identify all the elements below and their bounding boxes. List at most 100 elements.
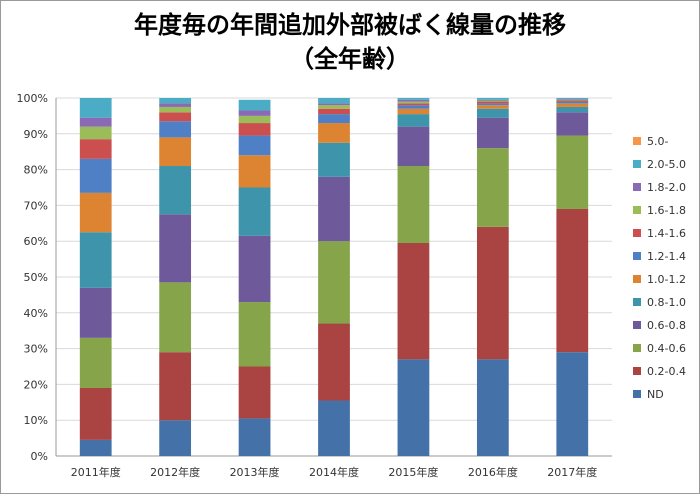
x-tick-label: 2011年度: [71, 465, 121, 479]
bar-segment: [318, 105, 350, 109]
legend-label: 1.2-1.4: [647, 250, 686, 263]
bar-segment: [476, 100, 509, 102]
bar-segment: [556, 208, 589, 353]
bar-segment: [476, 101, 509, 104]
bar-segment: [318, 114, 350, 124]
legend-swatch: [633, 183, 641, 191]
bar-segment: [79, 387, 112, 440]
bar-segment: [476, 148, 509, 227]
bar-segment: [397, 99, 430, 102]
bar-segment: [476, 226, 509, 360]
bar-segment: [79, 139, 112, 159]
legend-swatch: [633, 275, 641, 283]
bar-segment: [397, 359, 430, 456]
y-tick-label: 70%: [24, 199, 48, 212]
bar-segment: [318, 241, 350, 324]
bar-segment: [318, 323, 350, 401]
bar-segment: [79, 287, 112, 338]
bar-segment: [159, 121, 192, 138]
y-tick-label: 40%: [24, 307, 48, 320]
legend-label: 1.6-1.8: [647, 204, 686, 217]
bar-segment: [397, 108, 430, 115]
bar-segment: [476, 99, 509, 101]
bar-segment: [318, 176, 350, 242]
bar-segment: [556, 135, 589, 209]
bar-segment: [476, 98, 509, 100]
bar-segment: [397, 103, 430, 106]
bar-segment: [556, 101, 589, 104]
bar-segment: [159, 282, 192, 353]
bar-segment: [159, 106, 192, 113]
x-tick-label: 2013年度: [230, 465, 280, 479]
bar-segment: [318, 123, 350, 143]
legend-label: 1.4-1.6: [647, 227, 686, 240]
bar-segment: [159, 137, 192, 167]
bar-segment: [238, 110, 271, 116]
y-tick-label: 60%: [24, 235, 48, 248]
bar-segment: [397, 101, 430, 104]
x-tick-label: 2016年度: [468, 465, 518, 479]
bar-segment: [318, 103, 350, 106]
legend-swatch: [633, 160, 641, 168]
bar-segment: [397, 98, 430, 100]
bar-segment: [476, 105, 509, 109]
y-tick-label: 80%: [24, 164, 48, 177]
bar-segment: [159, 352, 192, 421]
bar-segment: [238, 187, 271, 236]
bar-segment: [556, 99, 589, 100]
bar-segment: [79, 158, 112, 193]
legend-label: 2.0-5.0: [647, 158, 686, 171]
bar-segment: [397, 126, 430, 167]
legend-swatch: [633, 367, 641, 375]
bar-segment: [79, 98, 112, 118]
bar-segment: [476, 108, 509, 118]
bar-segment: [79, 337, 112, 388]
legend-label: 0.8-1.0: [647, 296, 686, 309]
legend-label: 0.2-0.4: [647, 365, 686, 378]
bar-segment: [318, 98, 350, 104]
legend-swatch: [633, 206, 641, 214]
bar-segment: [318, 400, 350, 456]
legend-label: 5.0-: [647, 135, 668, 148]
bar-segment: [476, 117, 509, 149]
x-tick-label: 2012年度: [150, 465, 200, 479]
legend-label: 0.6-0.8: [647, 319, 686, 332]
legend-label: 0.4-0.6: [647, 342, 686, 355]
y-tick-label: 30%: [24, 343, 48, 356]
bar-segment: [318, 108, 350, 115]
legend-label: 1.8-2.0: [647, 181, 686, 194]
bar-segment: [79, 126, 112, 140]
bar-segment: [397, 105, 430, 109]
bar-segment: [397, 242, 430, 360]
x-tick-label: 2015年度: [388, 465, 438, 479]
legend-label: 1.0-1.2: [647, 273, 686, 286]
bar-segment: [238, 99, 271, 111]
bar-segment: [238, 123, 271, 136]
bar-segment: [318, 142, 350, 177]
chart-title: 年度毎の年間追加外部被ばく線量の推移: [134, 11, 566, 39]
bar-segment: [238, 135, 271, 156]
bar-segment: [397, 114, 430, 127]
x-tick-label: 2014年度: [309, 465, 359, 479]
bar-segment: [79, 192, 112, 233]
legend-label: ND: [647, 388, 664, 401]
legend-swatch: [633, 390, 641, 398]
bar-segment: [238, 235, 271, 303]
bar-segment: [556, 112, 589, 136]
legend-swatch: [633, 229, 641, 237]
bar-segment: [159, 420, 192, 456]
bar-segment: [238, 115, 271, 124]
bar-segment: [238, 302, 271, 367]
bar-segment: [159, 112, 192, 122]
chart-subtitle: （全年齢）: [290, 45, 410, 73]
bar-segment: [397, 166, 430, 243]
legend-swatch: [633, 252, 641, 260]
bar-segment: [159, 103, 192, 107]
bar-segment: [476, 359, 509, 456]
bar-segment: [556, 98, 589, 100]
bar-segment: [159, 166, 192, 215]
bar-segment: [79, 439, 112, 456]
bar-segment: [556, 352, 589, 456]
bar-segment: [238, 155, 271, 188]
